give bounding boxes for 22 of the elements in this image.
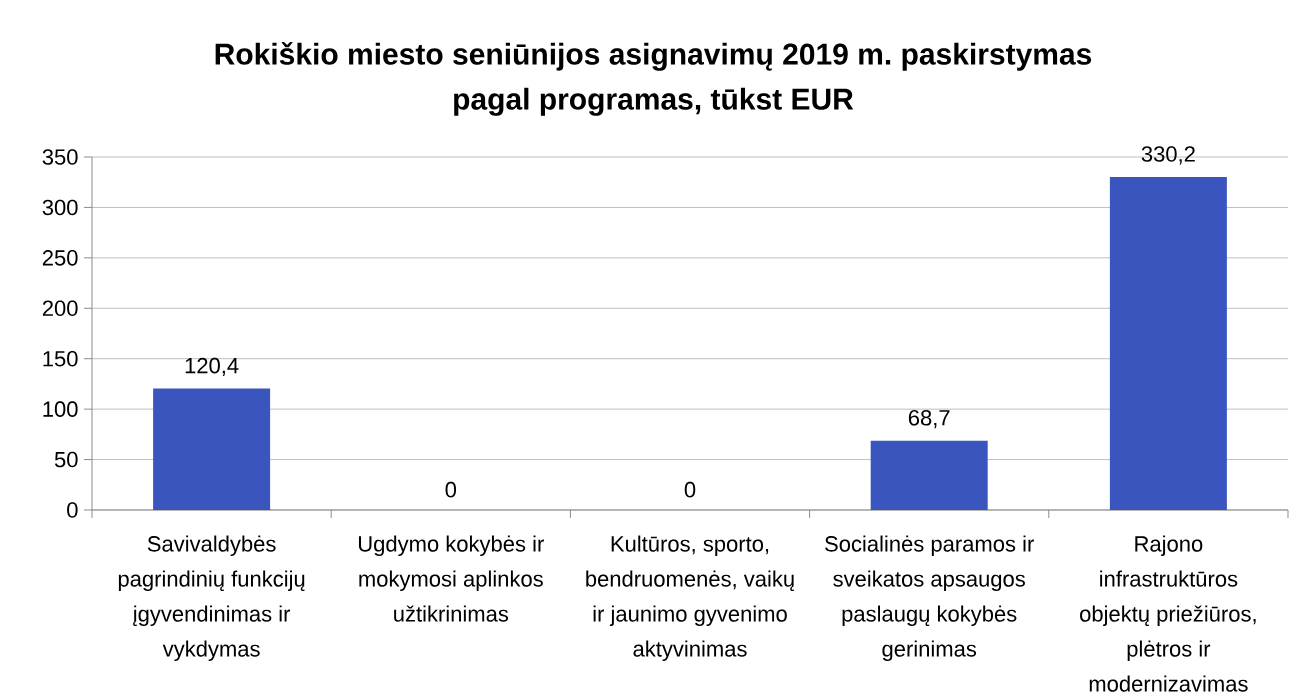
data-label: 68,7 — [908, 409, 950, 429]
y-tick-label: 150 — [43, 350, 78, 367]
y-tick-label: 200 — [42, 300, 78, 317]
x-tick-label: Savivaldybės pagrindinių funkcijų įgyvendinimas ir vykdymas — [118, 535, 305, 662]
bar — [153, 388, 271, 510]
y-tick-label: 350 — [42, 149, 78, 165]
data-label: 0 — [445, 481, 457, 498]
y-tick-label: 100 — [43, 401, 78, 417]
chart-title: Rokiškio miesto seniūnijos asignavimų 2019 m. paskirstymas pagal programas, tūkst EUR — [215, 42, 1092, 116]
y-tick-label: 50 — [54, 451, 78, 468]
x-tick-label: Rajono infrastruktūros objektų priežiūros, plėtros ir modernizavimas — [1080, 535, 1256, 692]
x-tick-label: Kultūros, sporto, bendruomenės, vaikų ir jaunimo gyvenimo aktyvinimas — [586, 535, 794, 662]
x-tick-label: Ugdymo kokybės ir mokymosi aplinkos užtikrinimas — [358, 535, 544, 622]
data-label: 330,2 — [1141, 146, 1195, 165]
bar — [1109, 176, 1227, 510]
x-tick-label: Socialinės paramos ir sveikatos apsaugos paslaugų kokybės gerinimas — [825, 535, 1034, 662]
data-label: 0 — [684, 481, 696, 498]
data-label: 120,4 — [185, 357, 239, 377]
bar — [870, 440, 988, 510]
y-tick-label: 250 — [42, 250, 78, 266]
y-tick-label: 0 — [67, 502, 78, 518]
y-tick-label: 300 — [42, 199, 78, 216]
